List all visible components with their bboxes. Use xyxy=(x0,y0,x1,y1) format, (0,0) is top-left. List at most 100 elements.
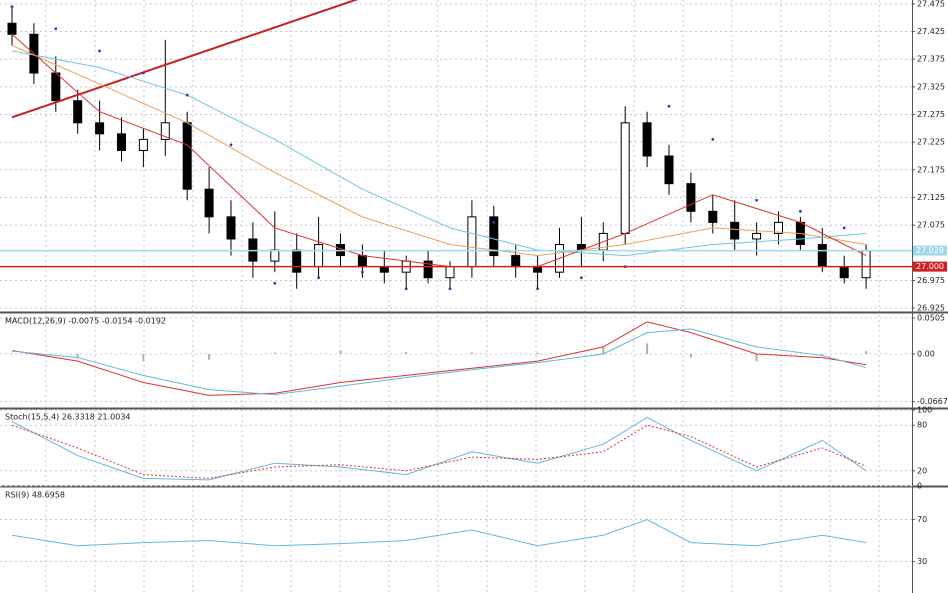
candle-body xyxy=(379,266,389,273)
price-tag xyxy=(913,261,947,272)
sar-dot xyxy=(667,104,671,108)
y-tick-label: 27.325 xyxy=(917,82,945,91)
y-tick-label: 27.075 xyxy=(917,221,945,230)
sar-dot xyxy=(361,270,364,274)
y-tick-label: 20 xyxy=(917,466,927,475)
y-tick-label: 27.475 xyxy=(917,0,945,8)
candle-body xyxy=(774,221,783,234)
y-tick-label: 100 xyxy=(917,406,932,415)
price-tag-label: 27.029 xyxy=(916,246,944,255)
sar-dot xyxy=(799,209,802,213)
candle-body xyxy=(204,188,214,218)
sar-dot xyxy=(273,281,277,285)
sar-dot xyxy=(755,198,758,202)
series-line xyxy=(11,0,359,119)
candle-body xyxy=(51,72,61,102)
candle-body xyxy=(467,216,477,268)
price-tag xyxy=(913,245,947,256)
candle-body xyxy=(270,249,280,262)
candle-body xyxy=(642,122,652,157)
candle-body xyxy=(730,221,740,240)
candle-body xyxy=(708,210,718,223)
sar-dot xyxy=(536,287,539,291)
panel-title: Stoch(15,5,4) 26.3318 21.0034 xyxy=(5,413,131,422)
series-line xyxy=(11,518,867,547)
y-tick-label: 70 xyxy=(917,515,927,524)
histogram-bar xyxy=(11,353,13,355)
candle-body xyxy=(489,216,499,257)
histogram-bar xyxy=(76,354,79,358)
histogram-bar xyxy=(536,352,539,355)
candle-body xyxy=(73,100,83,124)
candle-body xyxy=(182,122,192,190)
sar-dot xyxy=(711,138,715,141)
histogram-bar xyxy=(865,351,868,355)
y-tick-label: 27.375 xyxy=(917,55,945,64)
histogram-bar xyxy=(755,354,758,362)
panel-title: MACD(12,26,9) -0.0075 -0.0154 -0.0192 xyxy=(5,317,166,326)
series-line xyxy=(11,50,867,257)
sar-dot xyxy=(98,49,101,53)
histogram-bar xyxy=(208,354,211,360)
series-line xyxy=(11,44,867,257)
y-tick-label: 30 xyxy=(917,557,927,566)
candle-body xyxy=(423,260,433,279)
sar-dot xyxy=(404,287,408,291)
series-line xyxy=(11,417,867,481)
panel-title: RSI(9) 48.6958 xyxy=(5,491,65,500)
candle-body xyxy=(533,266,543,273)
y-tick-label: 0.0505 xyxy=(917,313,945,322)
price-tag-label: 27.000 xyxy=(916,262,944,271)
histogram-bar xyxy=(142,354,145,362)
y-tick-label: -0.0667 xyxy=(917,397,948,406)
candle-body xyxy=(664,155,674,185)
candle-body xyxy=(839,266,849,279)
series-line xyxy=(11,321,867,396)
candle-body xyxy=(620,122,630,234)
candle-body xyxy=(752,232,762,240)
histogram-bar xyxy=(470,352,473,355)
sar-dot xyxy=(54,27,58,31)
candle-body xyxy=(817,244,827,268)
series-line xyxy=(11,328,867,396)
candle-body xyxy=(292,249,302,273)
histogram-bar xyxy=(339,350,342,355)
candle-body xyxy=(445,266,455,279)
y-tick-label: 27.125 xyxy=(917,193,945,202)
sar-dot xyxy=(842,226,846,230)
sar-dot xyxy=(229,143,233,147)
sar-dot xyxy=(580,276,583,280)
candle-body xyxy=(686,183,696,212)
histogram-bar xyxy=(689,354,692,358)
y-tick-label: 80 xyxy=(917,421,927,430)
y-tick-label: 27.275 xyxy=(917,110,945,119)
sar-dot xyxy=(185,93,189,97)
series-line xyxy=(11,424,867,479)
candle-body xyxy=(314,244,324,268)
sar-dot xyxy=(492,220,496,224)
candle-body xyxy=(117,133,126,151)
histogram-bar xyxy=(273,352,276,355)
candle-body xyxy=(95,122,105,135)
candle-body xyxy=(7,22,17,35)
sar-dot xyxy=(448,287,452,291)
candle-body xyxy=(357,255,367,268)
sar-dot xyxy=(142,71,145,75)
histogram-bar xyxy=(602,346,605,355)
y-tick-label: 26.925 xyxy=(917,304,945,313)
y-tick-label: 0.00 xyxy=(917,350,935,359)
sar-dot xyxy=(317,276,320,280)
y-tick-label: 26.975 xyxy=(917,276,945,285)
candle-body xyxy=(511,255,521,268)
y-tick-label: 27.225 xyxy=(917,138,945,147)
vertical-grid xyxy=(45,0,880,593)
histogram-bar xyxy=(646,343,649,355)
candle-body xyxy=(226,216,236,240)
candle-body xyxy=(138,138,148,151)
y-tick-label: 0 xyxy=(917,482,922,491)
histogram-bar xyxy=(405,351,408,355)
y-tick-label: 27.175 xyxy=(917,165,945,174)
